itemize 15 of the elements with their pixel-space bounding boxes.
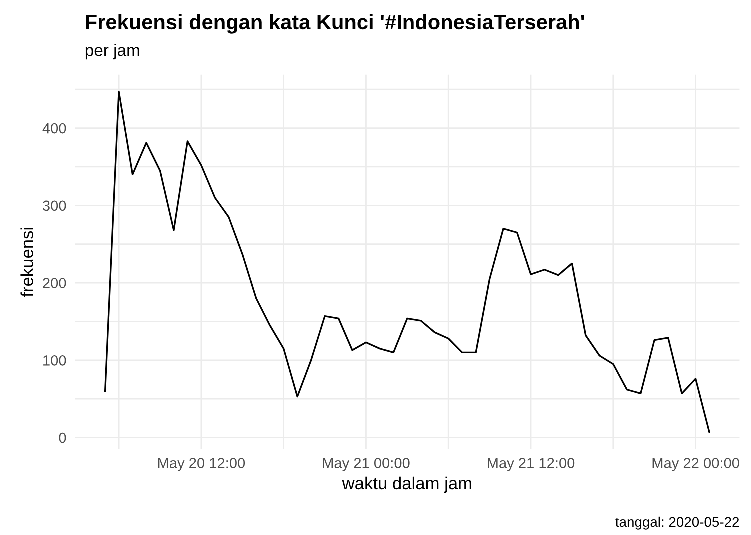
y-axis-title: frekuensi [20,228,34,298]
y-tick-label: 0 [59,432,66,444]
x-axis-title: waktu dalam jam [342,476,472,494]
y-tick-label: 200 [43,278,66,288]
text: tanggal: 2020-05-22 [616,516,740,530]
x-tick-label: May 21 12:00 [488,458,575,472]
line-series [104,91,710,434]
y-tick-label: 400 [42,123,66,134]
chart-title: Frekuensi dengan kata Kunci '#IndonesiaTerserah' [86,14,584,34]
chart-subtitle: per jam [86,44,140,60]
x-tick-label: May 22 00:00 [652,458,740,472]
y-tick-label: 100 [44,356,66,366]
x-tick-label: May 21 00:00 [323,458,410,472]
x-tick-label: May 20 12:00 [158,458,246,472]
y-tick-label: 300 [42,200,66,212]
